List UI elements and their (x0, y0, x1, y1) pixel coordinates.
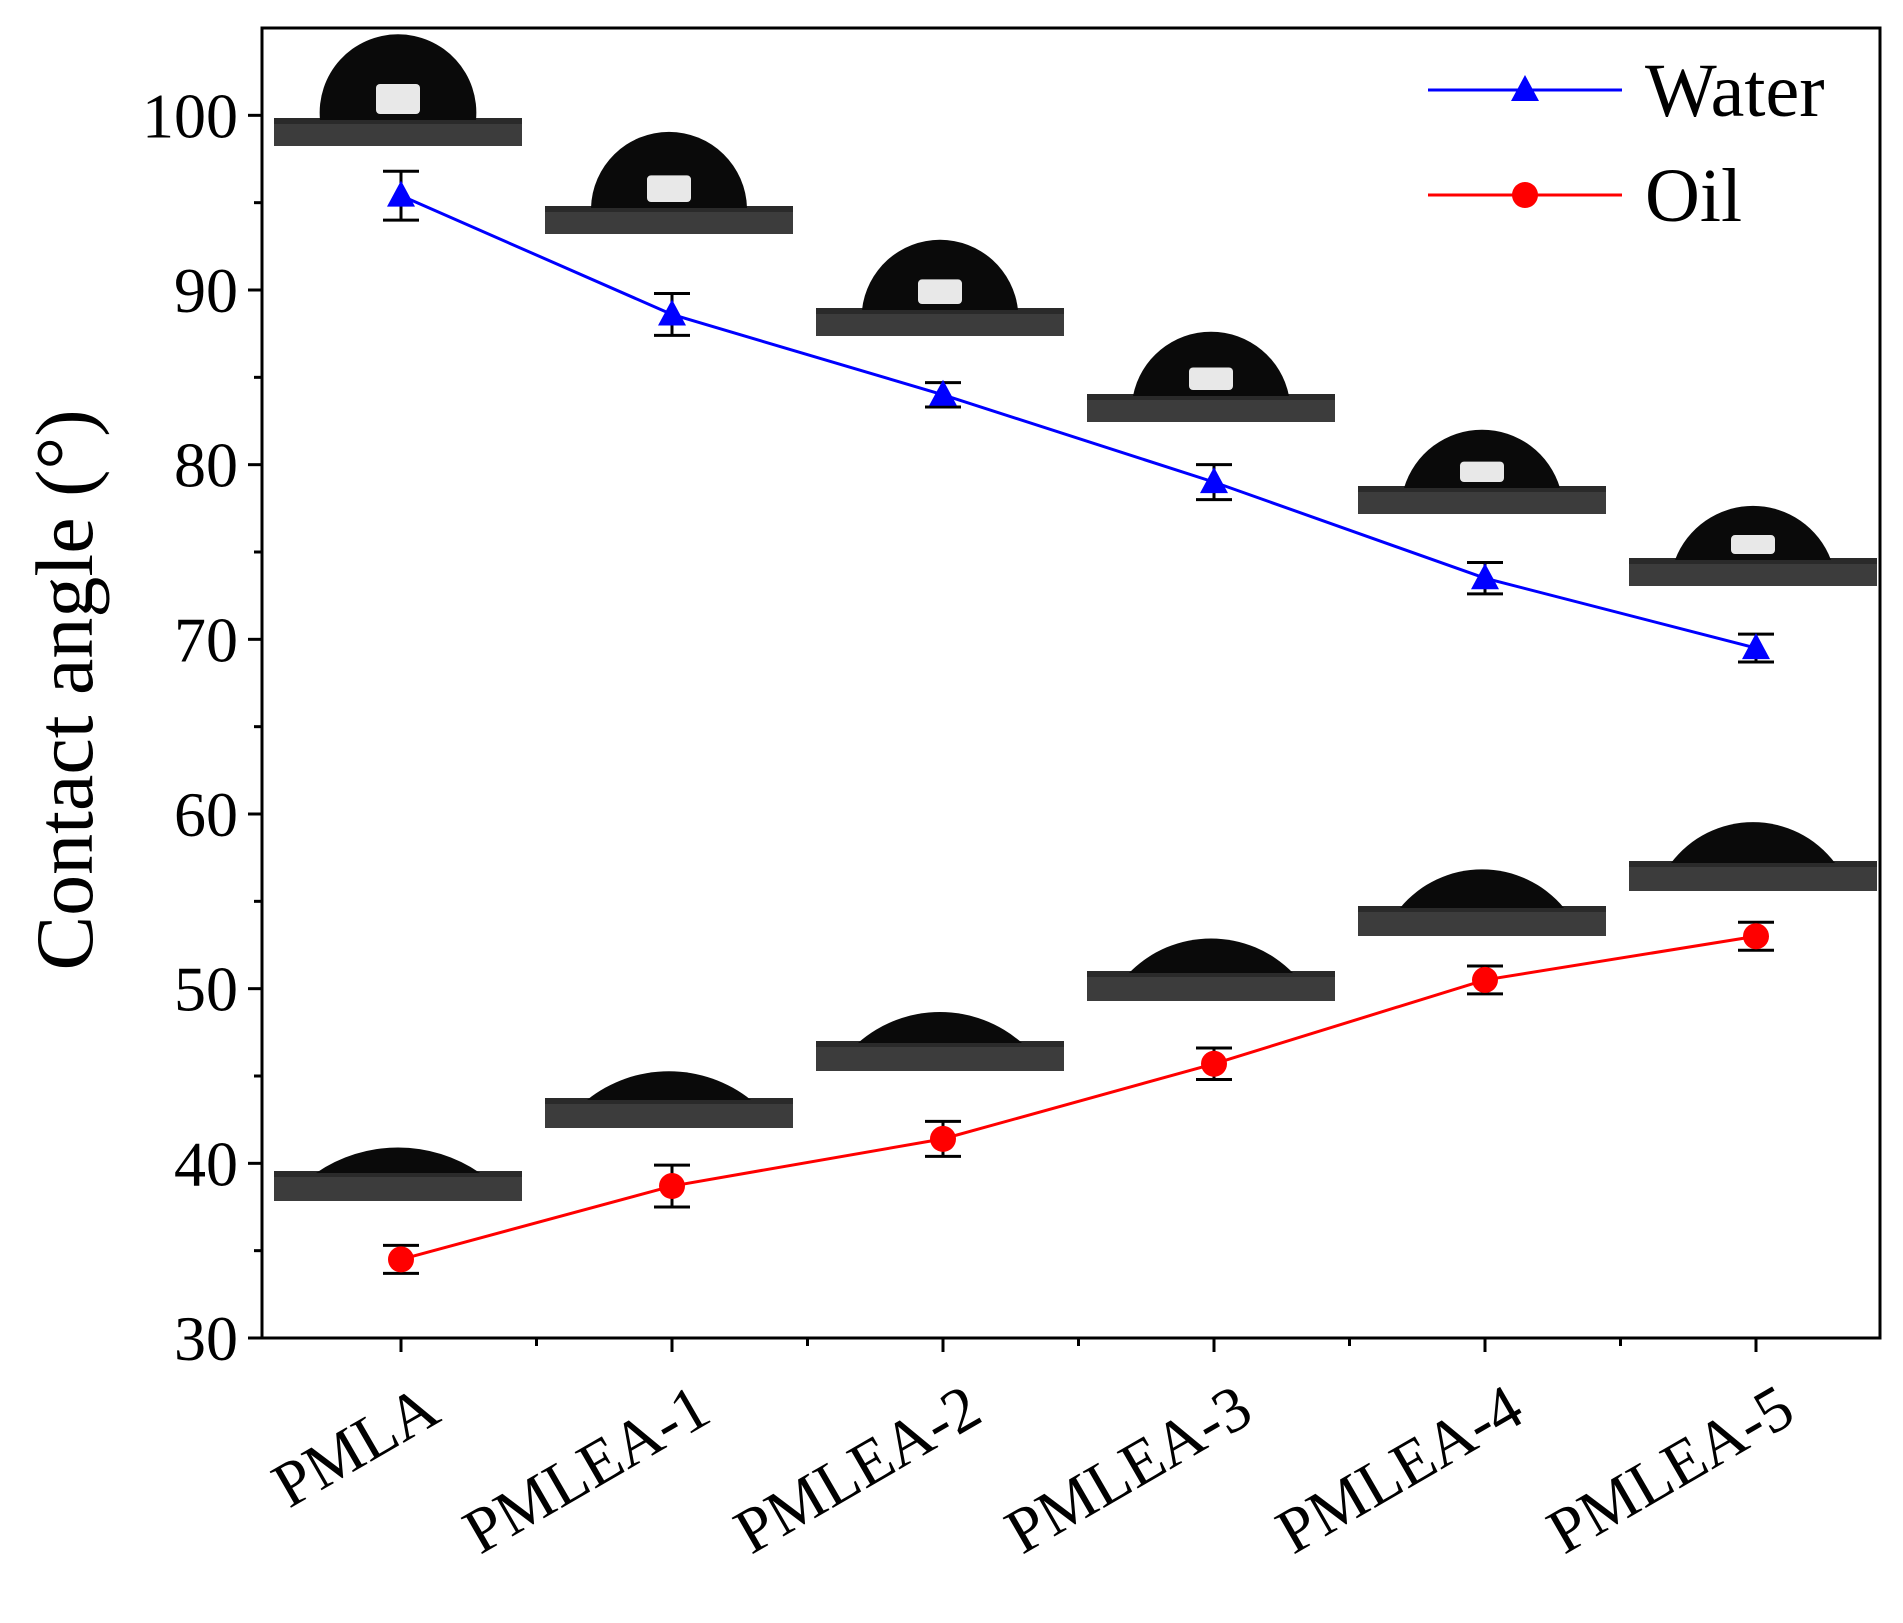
legend-marker-oil (1512, 182, 1538, 208)
water-inset-highlight (376, 84, 420, 114)
oil-inset-substrate-texture (1087, 977, 1335, 1001)
water-data-point (658, 299, 686, 326)
water-inset-substrate-texture (274, 124, 522, 146)
y-tick-label: 70 (174, 604, 238, 675)
legend-item-oil: Oil (1428, 154, 1742, 238)
legend-marker-water (1511, 75, 1539, 101)
water-inset-droplet (591, 131, 747, 208)
water-inset-substrate-texture (1629, 564, 1877, 586)
water-inset-droplet (1404, 429, 1560, 488)
water-droplet-inset-6 (1629, 505, 1877, 586)
y-tick-label: 50 (174, 954, 238, 1025)
oil-inset-substrate-texture (1629, 867, 1877, 891)
water-inset-substrate-texture (1358, 492, 1606, 514)
water-inset-substrate-texture (1087, 400, 1335, 422)
legend: Water Oil (1428, 49, 1825, 238)
water-data-point (387, 180, 415, 207)
oil-data-point (659, 1173, 685, 1200)
y-tick-label: 90 (174, 255, 238, 326)
legend-label-water: Water (1645, 49, 1825, 133)
plot-frame (260, 26, 1882, 1340)
water-inset-droplet (1133, 331, 1289, 396)
oil-inset-droplet (1129, 938, 1293, 973)
oil-data-point (1201, 1050, 1227, 1077)
x-tick-label: PMLEA-5 (1535, 1371, 1805, 1568)
water-data-point (1742, 633, 1770, 660)
oil-inset-droplet (1671, 822, 1835, 863)
water-data-point (1200, 467, 1228, 494)
oil-droplet-inset-4 (1087, 938, 1335, 1001)
x-tick-label: PMLA (261, 1371, 450, 1521)
oil-data-point (1743, 923, 1769, 950)
oil-inset-droplet (316, 1147, 480, 1173)
oil-data-point (930, 1125, 956, 1152)
oil-inset-substrate-texture (545, 1104, 793, 1128)
y-tick-label: 80 (174, 430, 238, 501)
water-droplet-inset-2 (545, 131, 793, 234)
water-inset-highlight (1731, 535, 1775, 554)
water-inset-substrate-texture (545, 212, 793, 234)
oil-droplet-inset-6 (1629, 822, 1877, 891)
oil-inset-droplet (587, 1071, 751, 1100)
y-tick-label: 30 (174, 1303, 238, 1374)
y-tick-label: 60 (174, 779, 238, 850)
water-series-line (400, 194, 1757, 650)
x-tick-label: PMLEA-2 (722, 1371, 992, 1568)
water-inset-substrate-texture (816, 314, 1064, 336)
water-inset-highlight (647, 175, 691, 202)
water-inset-highlight (1460, 461, 1504, 482)
oil-droplet-inset-5 (1358, 869, 1606, 936)
x-tick-label: PMLEA-1 (451, 1371, 721, 1568)
water-data-point (1471, 563, 1499, 590)
legend-label-oil: Oil (1645, 154, 1742, 238)
water-inset-droplet (1675, 505, 1831, 560)
x-tick-label: PMLEA-4 (1264, 1371, 1534, 1568)
water-droplet-inset-1 (274, 34, 522, 146)
y-tick-label: 100 (142, 80, 238, 151)
oil-data-point (388, 1246, 414, 1273)
water-inset-highlight (918, 279, 962, 304)
oil-droplet-inset-2 (545, 1071, 793, 1128)
oil-droplet-inset-1 (274, 1147, 522, 1201)
legend-item-water: Water (1428, 49, 1825, 133)
y-axis-title: Contact angle (°) (19, 409, 110, 970)
oil-inset-substrate-texture (274, 1177, 522, 1201)
oil-data-point (1472, 966, 1498, 993)
water-inset-droplet (862, 239, 1018, 310)
oil-inset-substrate-texture (1358, 912, 1606, 936)
droplet-insets (274, 34, 1877, 1201)
oil-inset-substrate-texture (816, 1047, 1064, 1071)
y-tick-label: 40 (174, 1128, 238, 1199)
oil-series-line (400, 934, 1757, 1261)
oil-droplet-inset-3 (816, 1012, 1064, 1071)
series-layer (383, 169, 1774, 1275)
water-droplet-inset-5 (1358, 429, 1606, 514)
water-droplet-inset-3 (816, 239, 1064, 336)
water-droplet-inset-4 (1087, 331, 1335, 422)
water-data-point (929, 379, 957, 406)
water-inset-highlight (1189, 367, 1233, 390)
x-tick-label: PMLEA-3 (993, 1371, 1263, 1568)
oil-inset-droplet (1400, 869, 1564, 908)
water-inset-droplet (319, 34, 477, 120)
oil-inset-droplet (858, 1012, 1022, 1043)
